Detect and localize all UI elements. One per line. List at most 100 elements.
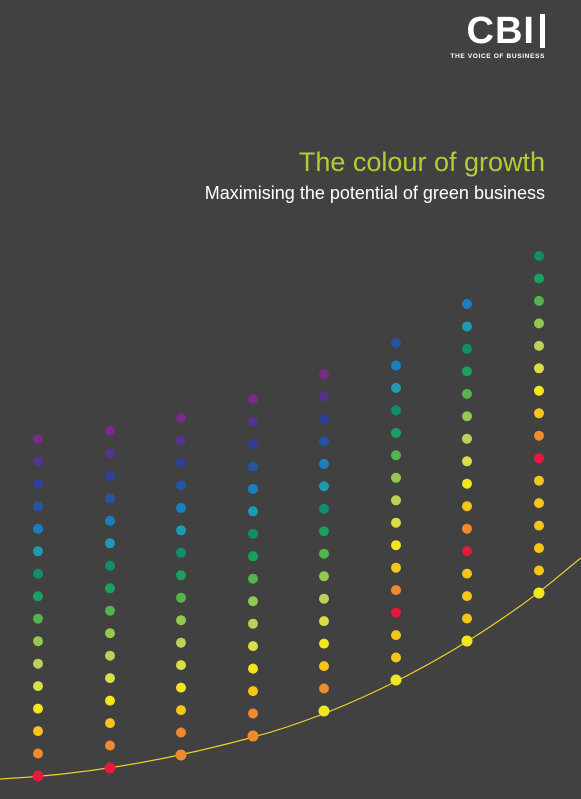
growth-dot — [534, 363, 544, 374]
growth-dot — [391, 405, 401, 416]
growth-dot — [176, 682, 186, 693]
growth-dot — [462, 343, 472, 354]
cbi-logo-letters: CBI — [466, 10, 535, 52]
growth-dot — [391, 585, 401, 596]
growth-dot — [534, 251, 544, 261]
growth-dot — [33, 636, 43, 647]
growth-dot — [248, 416, 258, 427]
growth-dot — [33, 726, 43, 737]
growth-dot — [319, 458, 329, 469]
growth-dot — [33, 681, 43, 692]
growth-dot — [462, 591, 472, 602]
growth-dot — [391, 360, 401, 371]
growth-dot — [105, 628, 115, 639]
growth-dot — [105, 493, 115, 504]
growth-dot — [391, 382, 401, 393]
growth-dot — [391, 630, 401, 641]
growth-dot — [534, 498, 544, 509]
growth-dot — [176, 592, 186, 603]
growth-dot — [33, 568, 43, 579]
growth-dot — [176, 727, 186, 738]
growth-dot — [104, 762, 116, 774]
cbi-logo-bar — [540, 14, 545, 48]
growth-dot — [462, 613, 472, 624]
growth-dot — [534, 453, 544, 464]
growth-dot — [105, 718, 115, 729]
growth-dot — [319, 413, 329, 424]
growth-dot — [391, 427, 401, 438]
growth-dot — [247, 730, 259, 742]
growth-dot — [105, 560, 115, 571]
growth-dot — [534, 340, 544, 351]
growth-dot — [462, 478, 472, 489]
growth-dot — [462, 456, 472, 467]
growth-dot — [33, 591, 43, 602]
growth-dot — [319, 661, 329, 672]
growth-dot — [248, 708, 258, 719]
growth-dot — [248, 641, 258, 652]
growth-dot — [534, 408, 544, 419]
growth-dot — [319, 369, 329, 379]
growth-dot — [391, 562, 401, 573]
growth-dot — [248, 506, 258, 517]
growth-dot — [248, 596, 258, 607]
growth-dot — [32, 770, 44, 782]
growth-dot — [248, 618, 258, 629]
growth-dot — [391, 517, 401, 528]
growth-dot — [534, 273, 544, 284]
cbi-logo: CBI THE VOICE OF BUSINESS — [433, 10, 545, 60]
growth-dot — [319, 391, 329, 402]
growth-dot — [534, 520, 544, 531]
growth-dot — [176, 413, 186, 423]
growth-dot — [176, 480, 186, 491]
growth-dot — [319, 436, 329, 447]
growth-dot — [534, 565, 544, 576]
growth-dot — [462, 523, 472, 534]
growth-dot — [33, 658, 43, 669]
growth-dot — [248, 438, 258, 449]
growth-dot — [248, 461, 258, 472]
growth-dot — [391, 607, 401, 618]
growth-dot — [105, 426, 115, 436]
cover-subtitle: Maximising the potential of green busine… — [204, 183, 545, 203]
growth-dot — [534, 295, 544, 306]
growth-dot — [176, 525, 186, 536]
growth-dot — [391, 450, 401, 461]
growth-dot — [462, 366, 472, 377]
growth-dot — [33, 613, 43, 624]
growth-dot — [33, 478, 43, 489]
growth-dot — [105, 673, 115, 684]
growth-dot — [33, 703, 43, 714]
growth-dot — [33, 434, 43, 444]
growth-dot — [33, 523, 43, 534]
growth-dot — [462, 388, 472, 399]
growth-dot — [176, 705, 186, 716]
growth-dot — [318, 705, 330, 717]
growth-dot — [462, 546, 472, 557]
growth-dot — [248, 663, 258, 674]
growth-dot — [248, 573, 258, 584]
growth-dot — [462, 299, 472, 309]
growth-dot — [105, 448, 115, 459]
growth-dot — [319, 548, 329, 559]
growth-dot — [105, 695, 115, 706]
growth-dot — [176, 502, 186, 513]
growth-dot — [319, 481, 329, 492]
growth-dot — [248, 686, 258, 697]
growth-dot — [533, 587, 545, 599]
growth-dot — [534, 430, 544, 441]
growth-dot — [176, 660, 186, 671]
growth-dot — [391, 338, 401, 348]
cbi-logo-mark: CBI — [433, 10, 545, 52]
growth-dot — [176, 637, 186, 648]
growth-dot — [248, 528, 258, 539]
growth-dot — [33, 501, 43, 512]
growth-dot — [391, 495, 401, 506]
growth-dot — [462, 568, 472, 579]
growth-dot — [33, 546, 43, 557]
growth-dot — [462, 501, 472, 512]
growth-dot — [319, 638, 329, 649]
growth-dot — [105, 650, 115, 661]
growth-dot — [319, 526, 329, 537]
